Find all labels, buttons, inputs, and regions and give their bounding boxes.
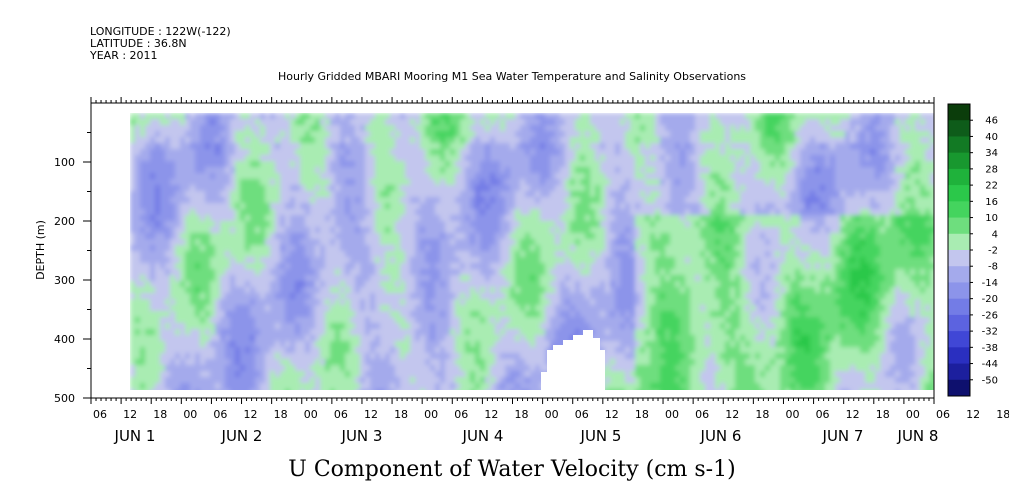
x-hour-label: 06 — [334, 408, 348, 421]
colorbar-label: -32 — [982, 327, 998, 338]
colorbar-label: 46 — [985, 116, 998, 127]
x-day-label: JUN 8 — [897, 427, 939, 445]
year-label: YEAR : 2011 — [89, 49, 158, 62]
x-hour-label: 12 — [966, 408, 980, 421]
x-hour-label: 06 — [575, 408, 589, 421]
colorbar-swatch — [948, 379, 970, 397]
x-hour-label: 06 — [816, 408, 830, 421]
colorbar-label: 40 — [985, 132, 998, 143]
colorbar-swatch — [948, 185, 970, 202]
colorbar-label: 10 — [985, 213, 998, 224]
y-tick-label: 400 — [54, 333, 75, 346]
missing-data-region — [541, 330, 605, 390]
x-hour-label: 18 — [394, 408, 408, 421]
x-hour-label: 12 — [846, 408, 860, 421]
x-hour-label: 06 — [454, 408, 468, 421]
colorbar-label: 34 — [985, 148, 998, 159]
x-hour-label: 12 — [725, 408, 739, 421]
heatmap-field — [130, 113, 934, 390]
y-tick-label: 200 — [54, 215, 75, 228]
colorbar-swatch — [948, 266, 970, 283]
x-hour-label: 00 — [785, 408, 799, 421]
colorbar-label: -2 — [988, 246, 998, 257]
x-hour-label: 12 — [484, 408, 498, 421]
colorbar-label: -44 — [982, 359, 998, 370]
x-hour-label: 00 — [665, 408, 679, 421]
x-day-label: JUN 4 — [462, 427, 504, 445]
x-hour-label: 00 — [183, 408, 197, 421]
colorbar-swatch — [948, 314, 970, 332]
latitude-label: LATITUDE : 36.8N — [90, 37, 187, 50]
x-hour-label: 18 — [996, 408, 1009, 421]
x-hour-label: 00 — [906, 408, 920, 421]
x-hour-label: 18 — [153, 408, 167, 421]
x-day-label: JUN 6 — [700, 427, 742, 445]
colorbar-swatch — [948, 201, 970, 219]
colorbar-swatch — [948, 347, 970, 365]
colorbar-swatch — [948, 363, 970, 381]
x-hour-label: 00 — [304, 408, 318, 421]
x-hour-label: 00 — [545, 408, 559, 421]
x-day-label: JUN 1 — [114, 427, 156, 445]
colorbar-label: 28 — [985, 164, 998, 175]
x-day-label: JUN 2 — [221, 427, 263, 445]
colorbar-label: 4 — [992, 229, 998, 240]
x-hour-label: 12 — [244, 408, 258, 421]
colorbar-swatch — [948, 331, 970, 348]
y-tick-label: 100 — [54, 156, 75, 169]
y-axis-title: DEPTH (m) — [34, 220, 47, 280]
x-hour-label: 18 — [635, 408, 649, 421]
x-hour-label: 06 — [936, 408, 950, 421]
x-axis-title: U Component of Water Velocity (cm s-1) — [288, 457, 735, 482]
x-axis: 06 12 18 00 06 12 18 00 06 12 18 00 06 12 18 00 06 12 18 00… — [93, 408, 1009, 445]
y-axis: 100 200 300 400 500 — [54, 132, 91, 405]
colorbar-swatch — [948, 282, 970, 300]
colorbar-swatch — [948, 250, 970, 267]
x-day-label: JUN 3 — [341, 427, 383, 445]
x-hour-label: 00 — [424, 408, 438, 421]
colorbar-label: -50 — [982, 375, 998, 386]
colorbar-label: -8 — [988, 262, 998, 273]
x-hour-label: 12 — [364, 408, 378, 421]
x-hour-label: 06 — [93, 408, 107, 421]
y-tick-label: 500 — [54, 392, 75, 405]
colorbar-swatch — [948, 104, 970, 121]
colorbar-label: -38 — [982, 343, 998, 354]
colorbar-swatch — [948, 298, 970, 316]
y-tick-label: 300 — [54, 274, 75, 287]
axis-ticks — [90, 97, 935, 404]
x-hour-label: 12 — [123, 408, 137, 421]
colorbar-label: -26 — [982, 310, 998, 321]
colorbar-swatch — [948, 136, 970, 154]
longitude-label: LONGITUDE : 122W(-122) — [90, 25, 231, 38]
chart-title: Hourly Gridded MBARI Mooring M1 Sea Wate… — [278, 70, 746, 83]
colorbar-swatch — [948, 120, 970, 137]
colorbar-swatch — [948, 152, 970, 170]
x-hour-label: 18 — [515, 408, 529, 421]
x-hour-label: 12 — [605, 408, 619, 421]
x-hour-label: 18 — [755, 408, 769, 421]
x-hour-label: 06 — [213, 408, 227, 421]
colorbar-label: 22 — [985, 181, 998, 192]
colorbar-swatch — [948, 168, 970, 186]
x-hour-label: 18 — [274, 408, 288, 421]
colorbar-label: -20 — [982, 294, 998, 305]
x-hour-label: 06 — [695, 408, 709, 421]
x-day-label: JUN 5 — [580, 427, 622, 445]
colorbar-label: -14 — [982, 278, 998, 289]
colorbar-swatch — [948, 233, 970, 251]
colorbar: 46 40 34 28 22 16 10 4 -2 -8 -14 -20 -26 -32 -38 -44 -50 — [947, 103, 998, 397]
colorbar-swatch — [948, 217, 970, 235]
x-day-label: JUN 7 — [822, 427, 864, 445]
colorbar-label: 16 — [985, 197, 998, 208]
x-hour-label: 18 — [876, 408, 890, 421]
